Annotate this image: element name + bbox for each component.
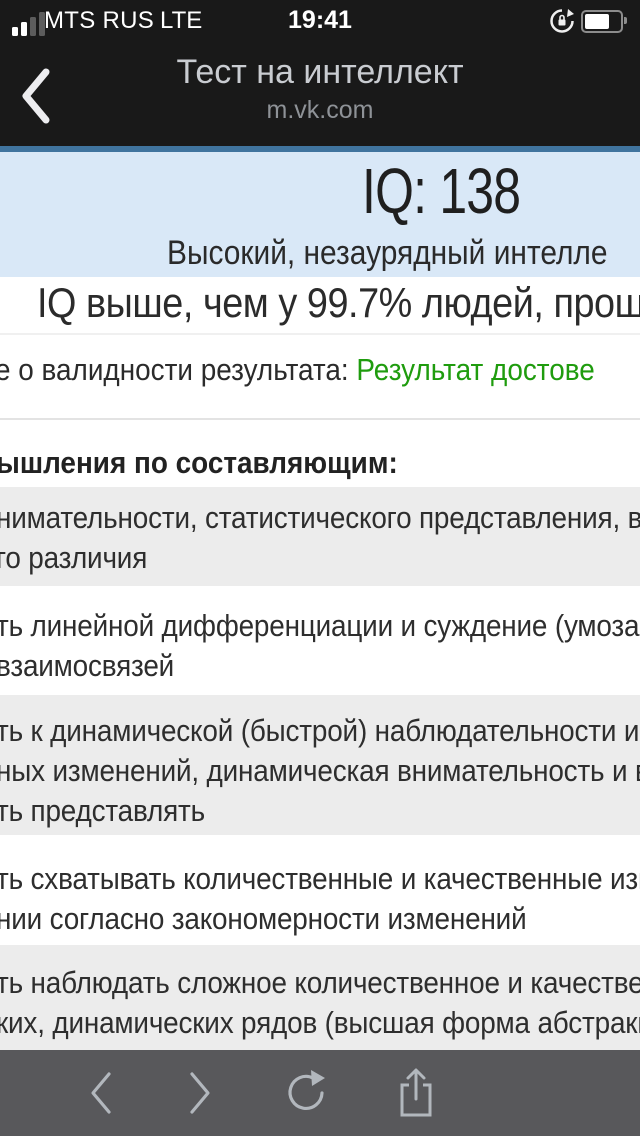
percentile-banner: IQ выше, чем у 99.7% людей, прош <box>0 277 640 335</box>
score-item: нимательности, статистического представл… <box>0 487 640 586</box>
forward-icon <box>190 1072 210 1114</box>
score-item: ть к динамической (быстрой) наблюдательн… <box>0 695 640 835</box>
validity-result: Результат достове <box>356 352 595 387</box>
section-divider <box>0 418 640 420</box>
signal-bar <box>12 27 18 36</box>
item-line: ных изменений, динамическая внимательнос… <box>0 753 640 788</box>
browser-back-button[interactable] <box>61 1050 141 1136</box>
item-line: нимательности, статистического представл… <box>0 500 640 535</box>
clock-label: 19:41 <box>288 6 352 34</box>
bottom-toolbar <box>0 1050 640 1136</box>
chevron-left-icon <box>22 68 50 124</box>
refresh-icon <box>288 1070 325 1110</box>
item-line: взаимосвязей <box>0 648 175 683</box>
item-line: нии согласно закономерности изменений <box>0 901 527 936</box>
signal-strength-icon <box>12 12 45 36</box>
score-item: ть наблюдать сложное количественное и ка… <box>0 945 640 1050</box>
score-item: ть схватывать количественные и качествен… <box>0 835 640 945</box>
iq-level: Высокий, незаурядный интелле <box>167 234 608 272</box>
battery-fill <box>585 14 609 29</box>
accent-bar <box>0 146 640 152</box>
score-item: ть линейной дифференциации и суждение (у… <box>0 586 640 695</box>
item-line: го различия <box>0 540 148 575</box>
signal-bar <box>39 12 45 36</box>
browser-refresh-button[interactable] <box>266 1050 346 1136</box>
item-line: ть наблюдать сложное количественное и ка… <box>0 965 640 1000</box>
back-button[interactable] <box>16 64 64 130</box>
validity-note: е о валидности результата: Результат дос… <box>0 352 595 388</box>
back-icon <box>91 1072 111 1114</box>
validity-label: е о валидности результата: <box>0 352 357 387</box>
item-line: ть представлять <box>0 793 205 828</box>
item-line: ких, динамических рядов (высшая форма аб… <box>0 1005 640 1040</box>
rotation-lock-icon <box>549 8 575 34</box>
status-bar: MTS RUS LTE 19:41 <box>0 0 640 42</box>
web-content[interactable]: IQ: 138 Высокий, незаурядный интелле IQ … <box>0 146 640 1050</box>
network-type-label: LTE <box>160 7 203 34</box>
battery-icon <box>581 10 627 33</box>
item-line: ть линейной дифференциации и суждение (у… <box>0 608 640 643</box>
carrier-label: MTS RUS <box>44 7 155 34</box>
battery-nub <box>624 17 627 24</box>
iq-result-card: IQ: 138 Высокий, незаурядный интелле <box>0 152 640 277</box>
browser-share-button[interactable] <box>376 1050 456 1136</box>
item-line: ть схватывать количественные и качествен… <box>0 861 640 896</box>
item-line: ть к динамической (быстрой) наблюдательн… <box>0 713 640 748</box>
page-title: Тест на интеллект <box>176 53 464 91</box>
browser-forward-button[interactable] <box>160 1050 240 1136</box>
signal-bar <box>30 17 36 36</box>
share-icon <box>400 1068 432 1117</box>
iq-score: IQ: 138 <box>362 155 521 227</box>
signal-bar <box>21 22 27 36</box>
percentile-text: IQ выше, чем у 99.7% людей, прош <box>37 279 640 326</box>
app-header: MTS RUS LTE 19:41 Тест на интеллект m.vk… <box>0 0 640 146</box>
page-subtitle: m.vk.com <box>266 96 374 124</box>
section-heading: ышления по составляющим: <box>0 445 398 480</box>
